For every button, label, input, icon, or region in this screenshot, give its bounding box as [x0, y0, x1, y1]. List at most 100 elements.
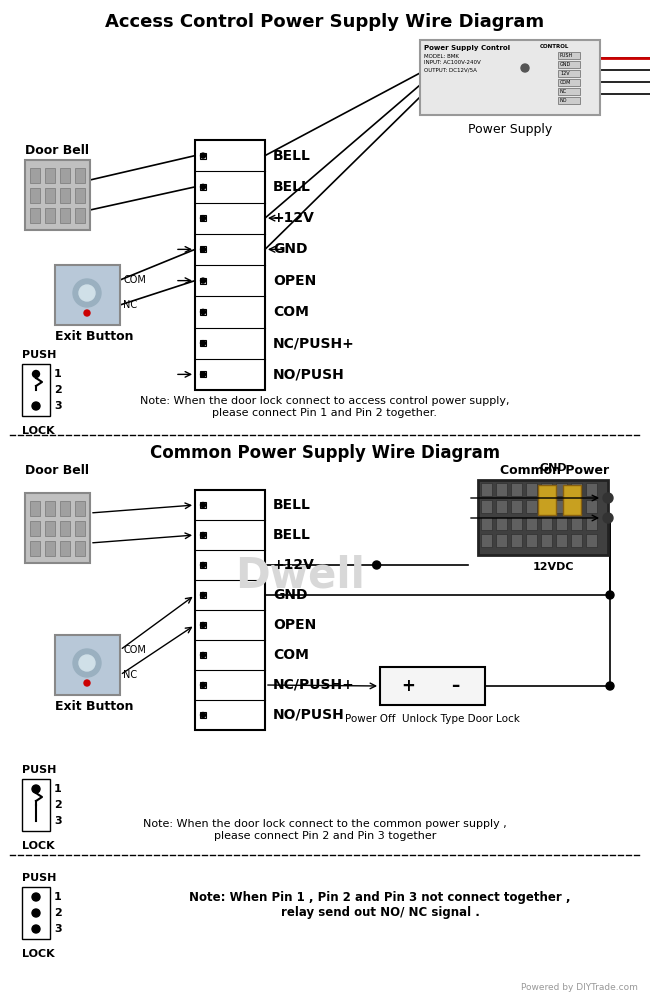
Text: OPEN: OPEN	[273, 274, 317, 288]
Bar	[511, 517, 522, 530]
Bar	[200, 682, 206, 688]
Bar	[30, 521, 40, 536]
Bar	[558, 79, 580, 86]
Text: Common Power Supply Wire Diagram: Common Power Supply Wire Diagram	[150, 444, 500, 462]
Bar	[25, 160, 90, 230]
Bar	[200, 652, 206, 658]
Bar	[496, 500, 507, 513]
Bar	[60, 541, 70, 556]
Text: –: –	[451, 677, 459, 695]
Bar	[586, 500, 597, 513]
Text: +12V: +12V	[273, 558, 315, 572]
Bar	[60, 168, 70, 183]
Bar	[200, 371, 206, 377]
Bar	[200, 502, 206, 508]
Text: +: +	[401, 677, 415, 695]
Text: Note: When Pin 1 , Pin 2 and Pin 3 not connect together ,
relay send out NO/ NC : Note: When Pin 1 , Pin 2 and Pin 3 not c…	[189, 891, 571, 919]
Bar	[481, 483, 492, 496]
Bar	[200, 622, 206, 628]
Text: Common Power: Common Power	[500, 464, 609, 477]
Bar	[45, 501, 55, 516]
Bar	[195, 140, 265, 390]
Circle shape	[79, 655, 95, 671]
Circle shape	[200, 532, 205, 538]
Bar	[22, 364, 50, 416]
Circle shape	[84, 680, 90, 686]
Bar	[586, 483, 597, 496]
Bar	[586, 517, 597, 530]
Bar	[496, 517, 507, 530]
Circle shape	[603, 513, 613, 523]
Bar	[538, 485, 556, 515]
Bar	[45, 168, 55, 183]
Bar	[200, 712, 206, 718]
Text: GND: GND	[540, 463, 567, 473]
Bar	[75, 521, 85, 536]
Text: NC: NC	[560, 89, 567, 94]
Circle shape	[606, 682, 614, 690]
Bar	[558, 52, 580, 59]
Bar	[55, 265, 120, 325]
Bar	[558, 97, 580, 104]
Circle shape	[200, 153, 205, 158]
Bar	[200, 309, 206, 315]
Text: NC: NC	[123, 670, 137, 680]
Bar	[526, 534, 537, 547]
Bar	[200, 184, 206, 190]
Bar	[75, 541, 85, 556]
Circle shape	[32, 893, 40, 901]
Text: Powered by DIYTrade.com: Powered by DIYTrade.com	[521, 983, 638, 992]
Bar	[511, 483, 522, 496]
Text: LOCK: LOCK	[22, 949, 55, 959]
Circle shape	[32, 925, 40, 933]
Text: Door Bell: Door Bell	[25, 464, 89, 477]
Bar	[22, 887, 50, 939]
Circle shape	[521, 64, 529, 72]
Text: COM: COM	[560, 80, 571, 85]
Bar	[571, 534, 582, 547]
Bar	[195, 490, 265, 730]
Text: Dwell: Dwell	[235, 554, 365, 596]
Circle shape	[200, 592, 205, 597]
Bar	[75, 188, 85, 203]
Bar	[75, 501, 85, 516]
Bar	[200, 246, 206, 252]
Circle shape	[200, 502, 205, 508]
Bar	[541, 483, 552, 496]
Bar	[526, 517, 537, 530]
Bar	[200, 340, 206, 346]
Text: OPEN: OPEN	[273, 618, 317, 632]
Bar	[30, 188, 40, 203]
Text: NO: NO	[560, 98, 567, 103]
Text: NO/PUSH: NO/PUSH	[273, 367, 344, 381]
Bar	[556, 500, 567, 513]
Bar	[75, 208, 85, 223]
Bar	[55, 635, 120, 695]
Bar	[200, 592, 206, 598]
Text: LOCK: LOCK	[22, 841, 55, 851]
Text: Access Control Power Supply Wire Diagram: Access Control Power Supply Wire Diagram	[105, 13, 545, 31]
Text: OUTPUT: DC12V/5A: OUTPUT: DC12V/5A	[424, 68, 477, 73]
Text: 12VDC: 12VDC	[532, 562, 574, 572]
Circle shape	[200, 712, 205, 718]
Bar	[30, 168, 40, 183]
Bar	[571, 500, 582, 513]
Circle shape	[84, 310, 90, 316]
Bar	[526, 500, 537, 513]
Bar	[558, 70, 580, 77]
Text: NC/PUSH+: NC/PUSH+	[273, 678, 355, 692]
Text: Door Bell: Door Bell	[25, 143, 89, 156]
Bar	[556, 483, 567, 496]
Circle shape	[200, 216, 205, 221]
Bar	[200, 278, 206, 284]
Text: COM: COM	[123, 645, 146, 655]
Text: PUSH: PUSH	[22, 765, 57, 775]
Circle shape	[200, 247, 205, 252]
Circle shape	[200, 309, 205, 314]
Text: 1: 1	[54, 784, 62, 794]
Text: COM: COM	[273, 305, 309, 319]
Circle shape	[606, 591, 614, 599]
Circle shape	[32, 370, 40, 377]
Bar	[526, 483, 537, 496]
Circle shape	[73, 649, 101, 677]
